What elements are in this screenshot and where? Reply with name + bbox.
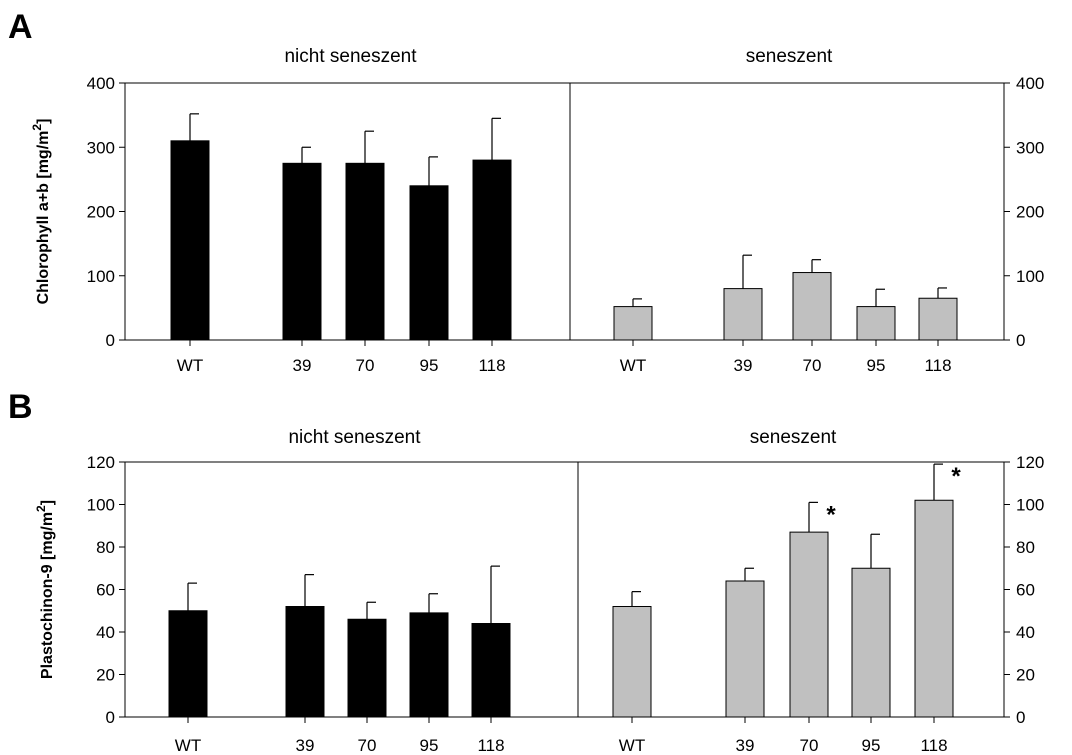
bar-nicht-seneszent [285,606,325,718]
y-tick-label-right: 40 [1016,623,1035,642]
y-tick-label-right: 120 [1016,453,1044,472]
y-axis-label: Chlorophyll a+b [mg/m2] [30,119,52,305]
y-tick-label-right: 100 [1016,496,1044,515]
bar-seneszent [723,288,763,341]
bar-seneszent [789,531,829,718]
significance-marker: * [951,463,961,490]
x-category-label: 70 [800,736,819,755]
y-axis-label-end: ] [35,119,52,124]
x-category-label: 39 [293,356,312,375]
x-category-label: 95 [862,736,881,755]
y-tick-label-left: 100 [87,496,115,515]
bar-nicht-seneszent [409,185,449,341]
y-tick-label-right: 60 [1016,581,1035,600]
x-category-label: 118 [920,736,947,755]
y-tick-label-right: 400 [1016,74,1044,93]
y-axis-label: Plastochinon-9 [mg/m2] [34,500,56,679]
y-tick-label-right: 0 [1016,331,1025,350]
bar-seneszent [918,297,958,341]
y-tick-label-left: 40 [96,623,115,642]
bar-nicht-seneszent [347,618,387,718]
x-category-label: 70 [358,736,377,755]
x-category-label: 39 [296,736,315,755]
bar-nicht-seneszent [170,140,210,341]
x-category-label: WT [177,356,203,375]
y-tick-label-left: 80 [96,538,115,557]
y-tick-label-right: 80 [1016,538,1035,557]
x-category-label: WT [619,736,645,755]
y-axis-label-sup: 2 [30,124,44,131]
y-tick-label-right: 300 [1016,138,1044,157]
y-axis-label-sup: 2 [34,505,48,512]
x-category-label: 39 [736,736,755,755]
y-tick-label-left: 60 [96,581,115,600]
bar-nicht-seneszent [472,159,512,341]
bar-nicht-seneszent [168,610,208,718]
y-axis-label-main: Plastochinon-9 [mg/m [39,512,56,679]
x-category-label: 118 [478,356,505,375]
bar-seneszent [613,306,653,341]
y-tick-label-left: 100 [87,267,115,286]
x-category-label: 95 [420,356,439,375]
x-category-label: 39 [734,356,753,375]
panel-letter: B [8,388,33,426]
bar-seneszent [612,606,652,718]
bar-seneszent [851,567,891,718]
x-category-label: WT [175,736,201,755]
y-tick-label-right: 20 [1016,666,1035,685]
y-tick-label-left: 400 [87,74,115,93]
y-tick-label-right: 200 [1016,203,1044,222]
bar-seneszent [792,272,832,341]
x-category-label: 118 [924,356,951,375]
significance-marker: * [826,501,836,528]
x-category-label: 95 [867,356,886,375]
x-category-label: 70 [356,356,375,375]
group-title-nicht-seneszent: nicht seneszent [288,427,421,448]
bar-seneszent [725,580,765,718]
bar-nicht-seneszent [409,612,449,718]
y-tick-label-left: 120 [87,453,115,472]
x-category-label: 70 [803,356,822,375]
group-title-seneszent: seneszent [746,46,833,67]
y-tick-label-left: 300 [87,138,115,157]
plot-frame [124,82,1005,341]
y-tick-label-right: 0 [1016,708,1025,727]
bar-nicht-seneszent [471,623,511,718]
y-axis-label-main: Chlorophyll a+b [mg/m [35,131,52,305]
bar-nicht-seneszent [282,162,322,341]
x-category-label: WT [620,356,646,375]
group-title-nicht-seneszent: nicht seneszent [284,46,417,67]
y-axis-label-end: ] [39,500,56,505]
bar-seneszent [856,306,896,341]
y-tick-label-left: 0 [106,331,115,350]
group-title-seneszent: seneszent [750,427,837,448]
y-tick-label-left: 0 [106,708,115,727]
x-category-label: 118 [477,736,504,755]
y-tick-label-right: 100 [1016,267,1044,286]
x-category-label: 95 [420,736,439,755]
bar-nicht-seneszent [345,162,385,341]
panel-letter: A [8,8,33,46]
y-tick-label-left: 200 [87,203,115,222]
bar-seneszent [914,499,954,718]
y-tick-label-left: 20 [96,666,115,685]
